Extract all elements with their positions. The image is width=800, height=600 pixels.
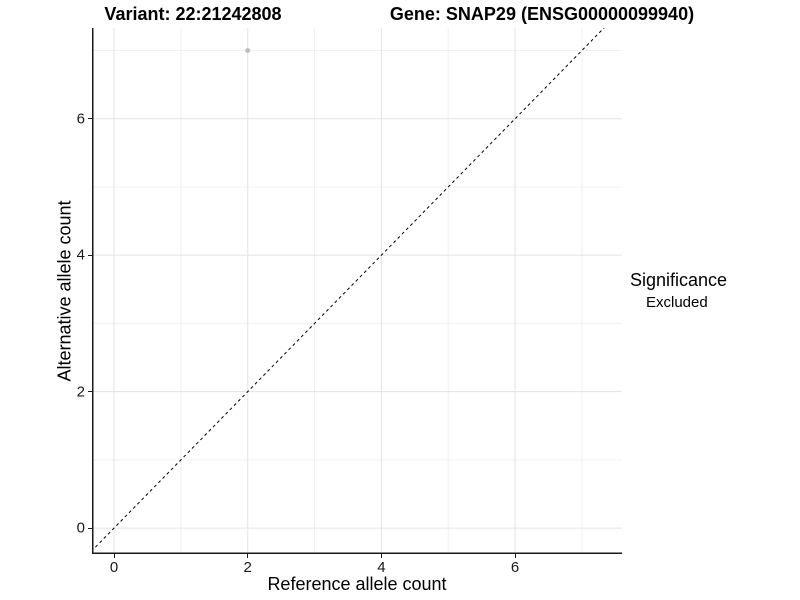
x-tick-label: 0: [109, 559, 119, 576]
legend-point-icon: [634, 299, 641, 306]
y-tick-label: 0: [76, 519, 85, 537]
identity-reference-line: [92, 28, 605, 552]
legend-item-label: Excluded: [646, 294, 708, 311]
plot-panel: [92, 28, 622, 554]
x-tick-mark: [113, 554, 115, 558]
y-tick-mark: [88, 254, 92, 256]
x-tick-mark: [380, 554, 382, 558]
x-tick-mark: [247, 554, 249, 558]
x-tick-label: 6: [510, 559, 520, 576]
legend: Significance Excluded: [630, 270, 800, 311]
legend-item-excluded: Excluded: [630, 294, 800, 311]
y-tick-label: 6: [76, 110, 85, 128]
y-tick-mark: [88, 527, 92, 529]
plot-title-gene: Gene: SNAP29 (ENSG00000099940): [389, 4, 695, 24]
y-tick-label: 2: [76, 383, 85, 401]
y-axis-title: Alternative allele count: [54, 200, 75, 382]
x-tick-label: 2: [243, 559, 252, 576]
y-tick-label: 4: [76, 246, 85, 264]
y-tick-mark: [88, 391, 92, 393]
x-axis-title: Reference allele count: [267, 574, 447, 594]
plot-title-variant: Variant: 22:21242808: [104, 4, 282, 24]
x-tick-mark: [514, 554, 516, 558]
x-tick-label: 4: [377, 559, 386, 576]
plot-canvas: [92, 28, 622, 554]
y-tick-mark: [88, 118, 92, 120]
legend-title: Significance: [630, 270, 728, 290]
data-point: [245, 48, 251, 53]
